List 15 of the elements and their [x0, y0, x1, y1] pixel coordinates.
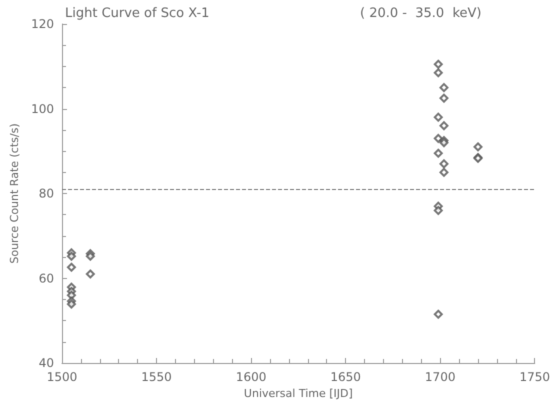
x-tick-label: 1550 — [141, 370, 172, 384]
x-axis-title: Universal Time [IJD] — [244, 386, 353, 400]
y-tick-label: 60 — [38, 271, 54, 286]
y-tick-label: 80 — [38, 186, 54, 200]
x-tick-label: 1700 — [424, 370, 456, 384]
y-tick-label: 120 — [31, 17, 54, 31]
x-tick-label: 1500 — [46, 370, 78, 384]
y-tick-label: 100 — [31, 102, 54, 116]
y-axis-title: Source Count Rate (cts/s) — [8, 123, 22, 264]
y-tick-label: 40 — [38, 356, 54, 370]
chart-subtitle: ( 20.0 - 35.0 keV) — [360, 6, 482, 21]
x-tick-label: 1600 — [236, 370, 266, 384]
chart-title: Light Curve of Sco X-1 — [65, 6, 210, 21]
x-tick-label: 1750 — [519, 370, 550, 384]
x-tick-label: 1650 — [330, 370, 361, 384]
